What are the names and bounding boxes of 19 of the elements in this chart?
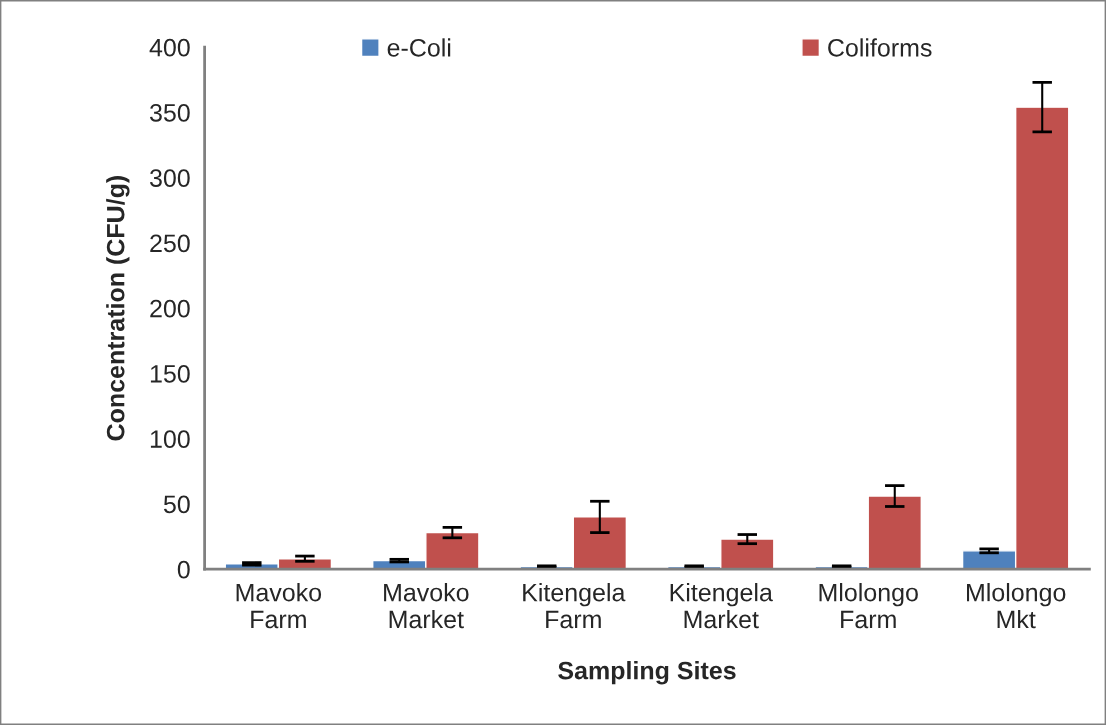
y-tick-label: 250	[150, 234, 190, 253]
y-tick-label: 300	[149, 169, 190, 187]
y-tick-label: 200	[150, 299, 190, 318]
y-axis-title: Concentration (CFU/g)	[106, 176, 130, 441]
y-tick-label: 50	[163, 495, 190, 514]
x-tick-label: Kitengela Farm	[523, 583, 626, 629]
x-tick-label: Mlolongo Mkt	[967, 583, 1066, 629]
x-tick-label: Kitengela Market	[670, 583, 773, 629]
x-tick-label: Mavoko Farm	[236, 583, 322, 629]
legend-label: e-Coli	[387, 38, 451, 57]
y-tick-label: 0	[177, 560, 190, 579]
x-tick-label: Mlolongo Farm	[819, 583, 918, 629]
y-tick-label: 350	[149, 103, 190, 122]
y-tick-label: 100	[150, 430, 190, 448]
y-tick-label: 150	[150, 364, 190, 383]
x-axis-title: Sampling Sites	[558, 661, 736, 685]
legend-label: Coliforms	[828, 38, 932, 57]
y-tick-label: 400	[149, 38, 190, 57]
x-tick-label: Mavoko Market	[384, 583, 469, 629]
